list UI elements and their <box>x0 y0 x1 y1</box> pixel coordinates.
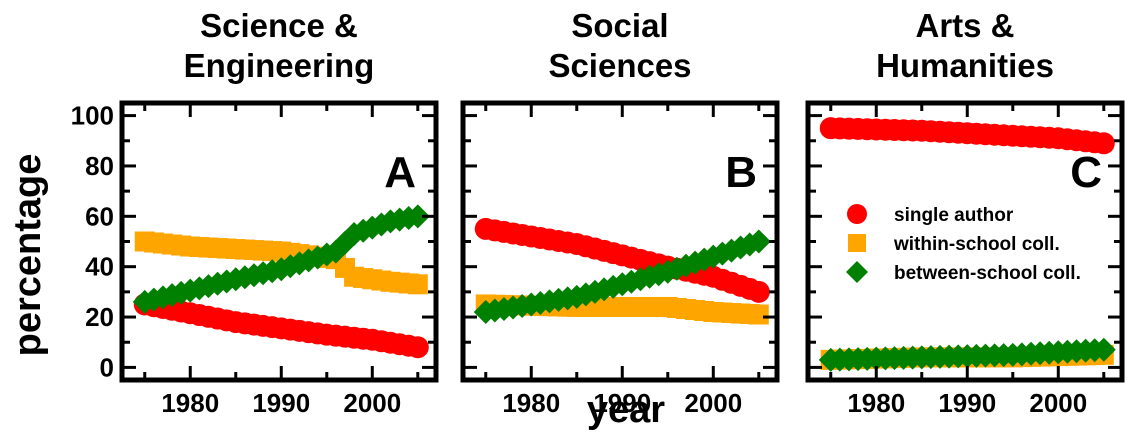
x-tick-label: 1980 <box>161 388 219 418</box>
axis-ticks <box>808 103 1122 380</box>
legend-marker <box>846 261 868 283</box>
panel-title-line: Social <box>571 7 668 44</box>
series-between-school-coll <box>473 229 771 325</box>
x-tick-label: 2000 <box>684 388 742 418</box>
x-tick-label: 2000 <box>1029 388 1087 418</box>
x-tick-label: 1990 <box>593 388 651 418</box>
y-axis-label: percentage <box>7 154 49 357</box>
series-single-author <box>474 217 770 303</box>
panel-letter: B <box>725 148 757 197</box>
panel-title-line: Engineering <box>184 47 375 84</box>
panel-a: Science &Engineering 1980 1990 2000 0 20 40 60 8… <box>71 7 439 418</box>
x-tick-label: 1990 <box>938 388 996 418</box>
legend: single author within-school coll. between-… <box>846 204 1081 284</box>
panel-c: Arts &Humanities 1980 1990 2000 C <box>805 7 1125 418</box>
y-tick-label: 40 <box>85 252 114 282</box>
data-point <box>701 244 726 269</box>
legend-label: between-school coll. <box>894 263 1081 284</box>
y-tick-label: 100 <box>71 101 114 131</box>
axis-ticks <box>463 103 777 380</box>
panel-letter: C <box>1070 148 1102 197</box>
panel-title-line: Sciences <box>548 47 691 84</box>
legend-label: within-school coll. <box>893 234 1060 255</box>
y-tick-label: 0 <box>100 352 114 382</box>
series-markers <box>818 117 1116 372</box>
data-point <box>1092 132 1115 155</box>
panel-title-line: Science & <box>200 7 358 44</box>
legend-marker <box>847 204 867 224</box>
data-point <box>746 229 771 254</box>
series-between-school-coll <box>818 337 1116 372</box>
series-markers <box>132 204 430 359</box>
data-point <box>406 336 429 359</box>
data-point <box>405 204 430 229</box>
axis-ticks <box>122 103 436 380</box>
panel-title-line: Arts & <box>915 7 1014 44</box>
x-tick-label: 1980 <box>502 388 560 418</box>
series-between-school-coll <box>132 204 430 314</box>
y-tick-label: 20 <box>85 302 114 332</box>
data-point <box>407 274 428 295</box>
x-tick-label: 1980 <box>847 388 905 418</box>
panel-title-line: Humanities <box>876 47 1054 84</box>
series-markers <box>473 217 771 325</box>
legend-label: single author <box>894 205 1014 226</box>
data-point <box>692 247 717 272</box>
y-tick-label: 80 <box>85 151 114 181</box>
data-point <box>1091 337 1116 362</box>
data-point <box>748 304 769 325</box>
series-single-author <box>819 117 1115 155</box>
y-tick-label: 60 <box>85 201 114 231</box>
x-tick-label: 1990 <box>252 388 310 418</box>
x-tick-label: 2000 <box>343 388 401 418</box>
x-axis-label: year <box>587 389 665 431</box>
data-point <box>747 280 770 303</box>
series-single-author <box>133 293 429 359</box>
legend-marker <box>848 234 866 252</box>
panel-letter: A <box>384 148 416 197</box>
